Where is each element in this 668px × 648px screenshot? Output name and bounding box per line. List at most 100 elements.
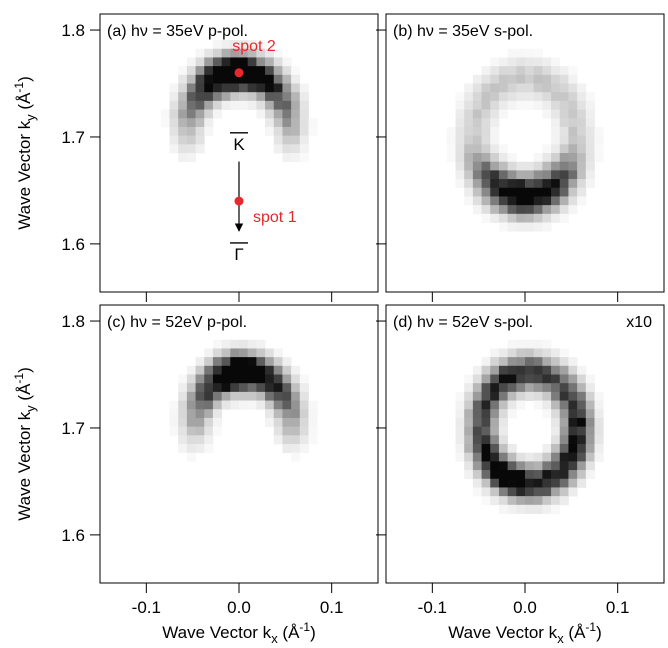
heatmap-cell bbox=[577, 196, 587, 206]
y-axis-title-top: Wave Vector ky (Å-1) bbox=[12, 76, 38, 230]
heatmap-cell bbox=[516, 365, 526, 375]
heatmap-cell bbox=[481, 170, 491, 180]
heatmap-cell bbox=[577, 365, 587, 375]
heatmap-cell bbox=[464, 470, 474, 480]
heatmap-cell bbox=[186, 374, 196, 384]
heatmap-cell bbox=[516, 374, 526, 384]
heatmap-cell bbox=[551, 391, 561, 401]
heatmap-cell bbox=[308, 118, 318, 128]
heatmap-cell bbox=[498, 461, 509, 471]
heatmap-cell bbox=[507, 496, 517, 506]
heatmap-cell bbox=[273, 391, 283, 401]
heatmap-cell bbox=[533, 179, 543, 189]
heatmap-cell bbox=[195, 400, 205, 410]
heatmap-cell bbox=[273, 83, 283, 93]
heatmap-cell bbox=[230, 374, 240, 384]
heatmap-cell bbox=[490, 74, 500, 84]
heatmap-cell bbox=[212, 92, 223, 102]
heatmap-cell bbox=[221, 400, 231, 410]
heatmap-cell bbox=[464, 179, 474, 189]
heatmap-cell bbox=[542, 470, 552, 480]
heatmap-cell bbox=[490, 179, 500, 189]
heatmap-cell bbox=[273, 135, 283, 145]
heatmap-cell bbox=[265, 118, 275, 128]
heatmap-cell bbox=[568, 196, 578, 206]
heatmap-cell bbox=[230, 339, 240, 349]
heatmap-cell bbox=[308, 426, 318, 436]
heatmap-cell bbox=[594, 135, 604, 145]
heatmap-cell bbox=[490, 400, 500, 410]
heatmap-cell bbox=[525, 452, 535, 462]
x-tick-label: 0.1 bbox=[606, 598, 630, 617]
heatmap-cell bbox=[559, 452, 569, 462]
heatmap-cell bbox=[282, 400, 292, 410]
heatmap-cell bbox=[542, 496, 552, 506]
heatmap-cell bbox=[516, 383, 526, 393]
heatmap-cell bbox=[282, 357, 292, 367]
heatmap-cell bbox=[204, 426, 214, 436]
panel-title-d: (d) hν = 52eV s-pol. bbox=[393, 314, 533, 331]
heatmap-cell bbox=[542, 374, 552, 384]
heatmap-cell bbox=[568, 461, 578, 471]
heatmap-cell bbox=[551, 504, 561, 514]
panel-title-c: (c) hν = 52eV p-pol. bbox=[107, 314, 247, 331]
heatmap-cell bbox=[204, 66, 214, 76]
heatmap-cell bbox=[577, 409, 587, 419]
heatmap-cell bbox=[204, 435, 214, 445]
heatmap-cell bbox=[239, 365, 249, 375]
heatmap-cell bbox=[221, 365, 231, 375]
heatmap-cell bbox=[481, 470, 491, 480]
heatmap-cell bbox=[299, 126, 309, 137]
heatmap-cell bbox=[273, 365, 283, 375]
heatmap-cell bbox=[273, 374, 283, 384]
heatmap-cell bbox=[568, 357, 578, 367]
heatmap-cell bbox=[178, 409, 188, 419]
heatmap-cell bbox=[273, 400, 283, 410]
heatmap-cell bbox=[291, 409, 301, 419]
heatmap-cell bbox=[507, 153, 517, 163]
heatmap-cell bbox=[265, 83, 275, 93]
heatmap-cell bbox=[212, 339, 223, 349]
x-tick-label: 0.0 bbox=[513, 598, 537, 617]
heatmap-cell bbox=[472, 383, 482, 393]
heatmap-cell bbox=[498, 83, 509, 93]
heatmap-cell bbox=[533, 452, 543, 462]
heatmap-cell bbox=[577, 109, 587, 119]
heatmap-cell bbox=[585, 461, 595, 471]
heatmap-cell bbox=[472, 153, 482, 163]
heatmap-cell bbox=[481, 144, 491, 154]
heatmap-cell bbox=[212, 348, 223, 358]
heatmap-cell bbox=[498, 383, 509, 393]
heatmap-cell bbox=[516, 478, 526, 488]
heatmap-cell bbox=[568, 100, 578, 110]
heatmap-cell bbox=[551, 118, 561, 128]
heatmap-cell bbox=[533, 374, 543, 384]
heatmap-cell bbox=[577, 135, 587, 145]
heatmap-cell bbox=[186, 66, 196, 76]
heatmap-cell bbox=[169, 417, 179, 428]
heatmap-cell bbox=[490, 374, 500, 384]
heatmap-cell bbox=[464, 161, 474, 171]
heatmap-cell bbox=[568, 391, 578, 401]
heatmap-cell bbox=[239, 48, 249, 58]
heatmap-cell bbox=[490, 196, 500, 206]
heatmap-cell bbox=[481, 374, 491, 384]
heatmap-cell bbox=[204, 374, 214, 384]
heatmap-cell bbox=[481, 391, 491, 401]
heatmap-cell bbox=[507, 187, 517, 197]
heatmap-cell bbox=[256, 92, 266, 102]
heatmap-cell bbox=[498, 179, 509, 189]
heatmap-cell bbox=[186, 135, 196, 145]
heatmap-cell bbox=[551, 83, 561, 93]
heatmap-cell bbox=[472, 161, 482, 171]
heatmap-cell bbox=[204, 444, 214, 454]
heatmap-cell bbox=[498, 109, 509, 119]
heatmap-cell bbox=[282, 74, 292, 84]
heatmap-cell bbox=[195, 92, 205, 102]
heatmap-cell bbox=[446, 135, 456, 145]
heatmap-cell bbox=[195, 444, 205, 454]
heatmap-cell bbox=[204, 400, 214, 410]
marker-label-spot-2: spot 2 bbox=[232, 38, 276, 55]
heatmap-cell bbox=[291, 444, 301, 454]
heatmap-cell bbox=[212, 426, 223, 436]
